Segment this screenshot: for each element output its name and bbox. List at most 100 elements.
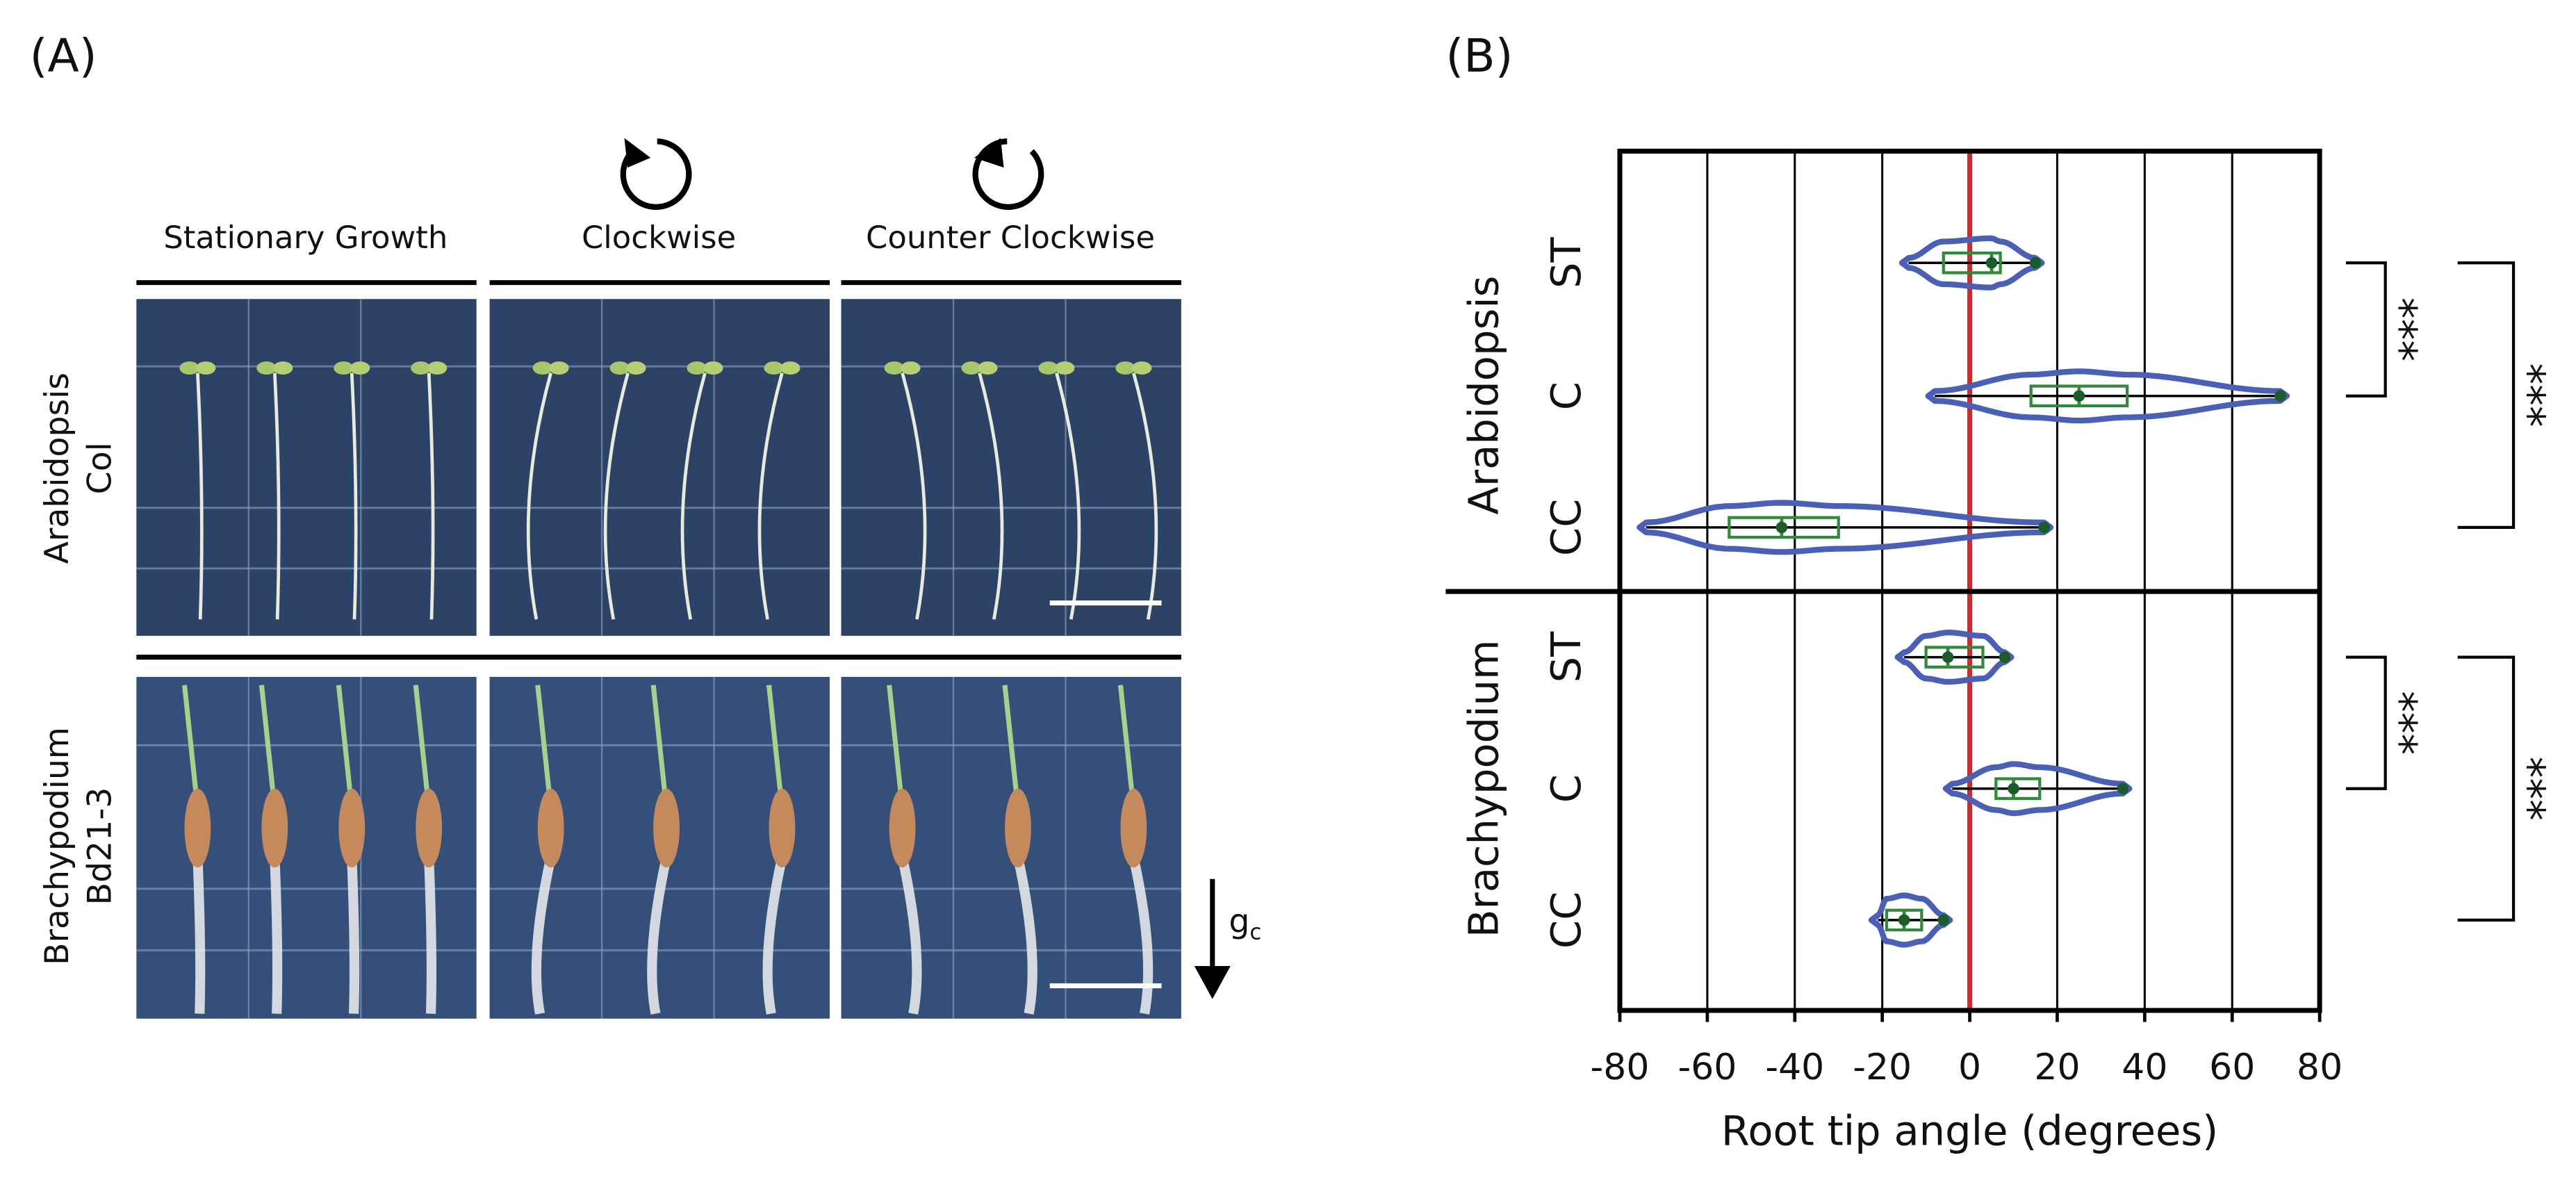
- root: [347, 857, 360, 1014]
- photo-grid: [136, 280, 1181, 1019]
- cotyledon: [532, 361, 553, 375]
- cotyledon: [1038, 361, 1058, 375]
- root: [192, 857, 206, 1014]
- photo: [136, 676, 477, 1019]
- root: [647, 856, 671, 1015]
- seed: [261, 788, 288, 868]
- x-tick-label: 40: [2122, 1047, 2167, 1088]
- seed: [338, 788, 366, 868]
- seed: [537, 788, 564, 868]
- cotyledon: [609, 361, 630, 375]
- root: [272, 373, 281, 620]
- x-tick-label: -60: [1677, 1047, 1737, 1088]
- median-dot: [1985, 256, 1998, 269]
- row-species: Arabidopsis: [38, 373, 76, 564]
- violin: [1898, 235, 2045, 291]
- root: [680, 373, 707, 620]
- box: [1728, 516, 1840, 539]
- significance-bracket: [2457, 655, 2516, 922]
- cotyledon: [411, 361, 431, 375]
- row-line: Col: [81, 442, 120, 494]
- x-axis-label: Root tip angle (degrees): [1721, 1106, 2218, 1154]
- violin: [1894, 630, 2015, 685]
- seed: [184, 788, 211, 868]
- photo: [841, 299, 1181, 636]
- box: [1924, 646, 1985, 669]
- root: [757, 373, 784, 620]
- photo: [841, 676, 1181, 1019]
- root: [1013, 856, 1037, 1015]
- violin: [1942, 761, 2133, 817]
- photo: [489, 299, 830, 636]
- x-tick-label: 80: [2297, 1047, 2343, 1088]
- root: [762, 856, 787, 1015]
- cotyledon: [687, 361, 707, 375]
- category-label: ST: [1542, 237, 1590, 289]
- shoot: [887, 685, 905, 809]
- root: [1129, 856, 1154, 1015]
- shoot: [535, 685, 554, 809]
- max-dot: [2274, 390, 2286, 402]
- shoot: [1117, 685, 1136, 809]
- significance-bracket: [2457, 261, 2516, 529]
- arrow-head: [1194, 966, 1231, 999]
- cotyledon: [196, 361, 216, 375]
- category-label: ST: [1542, 631, 1590, 683]
- cotyledon: [334, 361, 354, 375]
- cotyledon: [549, 361, 569, 375]
- cotyledon: [179, 361, 199, 375]
- root: [1132, 373, 1158, 620]
- root: [427, 373, 435, 620]
- group-label: Brachypodium: [1460, 639, 1508, 938]
- seed: [1120, 788, 1147, 868]
- x-tick-label: -40: [1765, 1047, 1824, 1088]
- cotyledon: [703, 361, 723, 375]
- column-header: Counter Clockwise: [866, 219, 1155, 256]
- root: [901, 373, 927, 620]
- plot-border: [1617, 148, 2322, 1013]
- cotyledon: [626, 361, 646, 375]
- shoot: [650, 685, 669, 809]
- cotyledon: [1131, 361, 1152, 375]
- x-tick-label: 20: [2034, 1047, 2080, 1088]
- cotyledon: [901, 361, 921, 375]
- cotyledon: [884, 361, 904, 375]
- max-dot: [1937, 914, 1950, 926]
- photo-bg: [136, 299, 477, 636]
- root: [526, 373, 552, 620]
- cotyledon: [961, 361, 981, 375]
- significance-label: ***: [2391, 691, 2440, 755]
- cotyledon: [978, 361, 998, 375]
- root: [270, 857, 283, 1014]
- gravity-subscript: c: [1249, 919, 1261, 944]
- median-dot: [1775, 521, 1788, 534]
- median-dot: [2008, 783, 2019, 795]
- median-dot: [1898, 914, 1910, 926]
- violin: [1868, 892, 1953, 948]
- cotyledon: [1055, 361, 1075, 375]
- panel-label: (B): [1445, 29, 1513, 83]
- x-tick-label: 0: [1958, 1047, 1981, 1088]
- shoot: [336, 685, 354, 809]
- cotyledon: [350, 361, 370, 375]
- root: [978, 373, 1004, 620]
- rotation-icon-cw: [620, 138, 692, 210]
- rotation-arc: [620, 138, 692, 210]
- root: [603, 373, 630, 620]
- cotyledon: [256, 361, 277, 375]
- violin: [1636, 500, 2054, 555]
- cotyledon: [427, 361, 448, 375]
- median-dot: [1942, 651, 1954, 663]
- seed: [889, 788, 916, 868]
- seed: [653, 788, 680, 868]
- shoot: [413, 685, 432, 809]
- significance-label: ***: [2519, 363, 2568, 427]
- box: [1942, 251, 2002, 275]
- photo: [136, 299, 477, 636]
- cotyledon: [272, 361, 293, 375]
- category-label: CC: [1542, 892, 1590, 949]
- row-species: Brachypodium: [38, 727, 76, 965]
- median-dot: [2073, 390, 2085, 402]
